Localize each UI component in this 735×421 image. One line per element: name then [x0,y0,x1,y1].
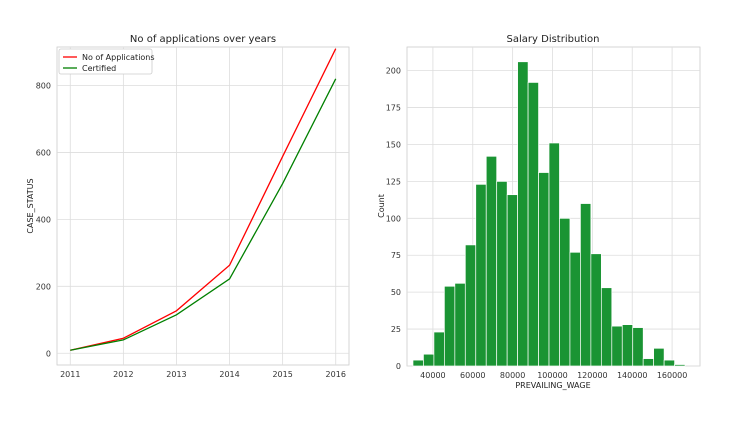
line-chart-y-tick-label: 0 [46,349,51,358]
histogram-y-tick-label: 175 [386,104,401,113]
legend-label-applications: No of Applications [82,53,155,62]
histogram-bar [485,155,498,367]
histogram-y-tick-label: 0 [396,362,401,371]
legend-label-certified: Certified [82,64,116,73]
histogram-y-tick-label: 50 [391,288,401,297]
histogram-bar [506,194,518,367]
histogram-y-tick-label: 200 [386,67,401,76]
line-chart-y-tick-label: 400 [36,215,51,224]
histogram-x-axis-label: PREVAILING_WAGE [515,381,590,390]
histogram-bar [454,282,466,367]
line-chart-x-tick-label: 2016 [326,370,346,379]
line-chart-x-tick-label: 2011 [60,370,80,379]
histogram-title: Salary Distribution [507,34,600,45]
line-chart-y-tick-label: 800 [36,81,51,90]
legend-box [58,48,153,75]
line-chart-panel: 2011 2012 2013 2014 2015 2016 0 200 400 600 800 N… [26,34,350,379]
line-chart-x-tick-label: 2012 [113,370,133,379]
line-chart-y-tick-label: 600 [36,148,51,157]
line-chart-x-tick-label: 2014 [219,370,239,379]
histogram-y-axis-label: Count [377,194,386,218]
line-chart-y-axis-label: CASE_STATUS [26,178,35,233]
histogram-bar [569,251,581,367]
histogram-bar [475,183,487,367]
histogram-bar [674,364,686,367]
line-chart-x-ticks: 2011 2012 2013 2014 2015 2016 [60,370,346,379]
histogram-x-tick-label: 40000 [420,371,445,380]
histogram-bar [464,244,477,367]
histogram-bar [559,217,571,367]
histogram-y-tick-label: 150 [386,140,401,149]
histogram-y-tick-label: 75 [391,251,401,260]
series-line-applications [70,48,337,351]
histogram-bar [653,347,665,367]
line-chart-y-ticks: 0 200 400 600 800 [36,81,51,358]
histogram-x-tick-label: 100000 [537,371,568,380]
histogram-bar [663,359,675,367]
histogram-bar [580,203,592,367]
histogram-x-tick-label: 60000 [460,371,485,380]
histogram-bar [632,327,644,367]
histogram-x-ticks: 40000 60000 80000 100000 120000 140000 160000 [420,371,687,380]
line-chart-y-tick-label: 200 [36,282,51,291]
histogram-panel: 40000 60000 80000 100000 120000 140000 160000 … [377,34,701,390]
histogram-bar [444,285,456,367]
line-chart-grid [57,47,349,365]
histogram-y-tick-label: 125 [386,177,401,186]
histogram-bar [433,331,445,367]
histogram-bar [590,253,602,367]
histogram-x-tick-label: 120000 [577,371,608,380]
series-line-certified [70,78,337,351]
histogram-bar [600,287,613,367]
histogram-bar [527,82,539,367]
histogram-bar [423,353,435,367]
line-chart-legend: No of Applications Certified [58,48,155,75]
histogram-bar [611,325,623,367]
histogram-x-tick-label: 160000 [657,371,688,380]
histogram-bar [621,324,634,367]
histogram-bar [496,181,508,367]
line-chart-plot-area [56,46,350,366]
line-chart-x-tick-label: 2013 [166,370,186,379]
histogram-bar [517,61,529,367]
histogram-y-tick-label: 25 [391,325,401,334]
histogram-y-tick-label: 100 [386,214,401,223]
histogram-bar [412,359,424,367]
histogram-x-tick-label: 80000 [500,371,525,380]
line-chart-title: No of applications over years [130,34,276,45]
histogram-x-tick-label: 140000 [617,371,648,380]
histogram-bar [642,358,655,367]
histogram-bar [538,172,550,367]
histogram-bars [412,61,686,367]
line-chart-x-tick-label: 2015 [272,370,292,379]
line-chart-series [70,48,337,351]
histogram-bar [548,142,560,367]
histogram-y-ticks: 0 25 50 75 100 125 150 175 200 [386,67,401,371]
